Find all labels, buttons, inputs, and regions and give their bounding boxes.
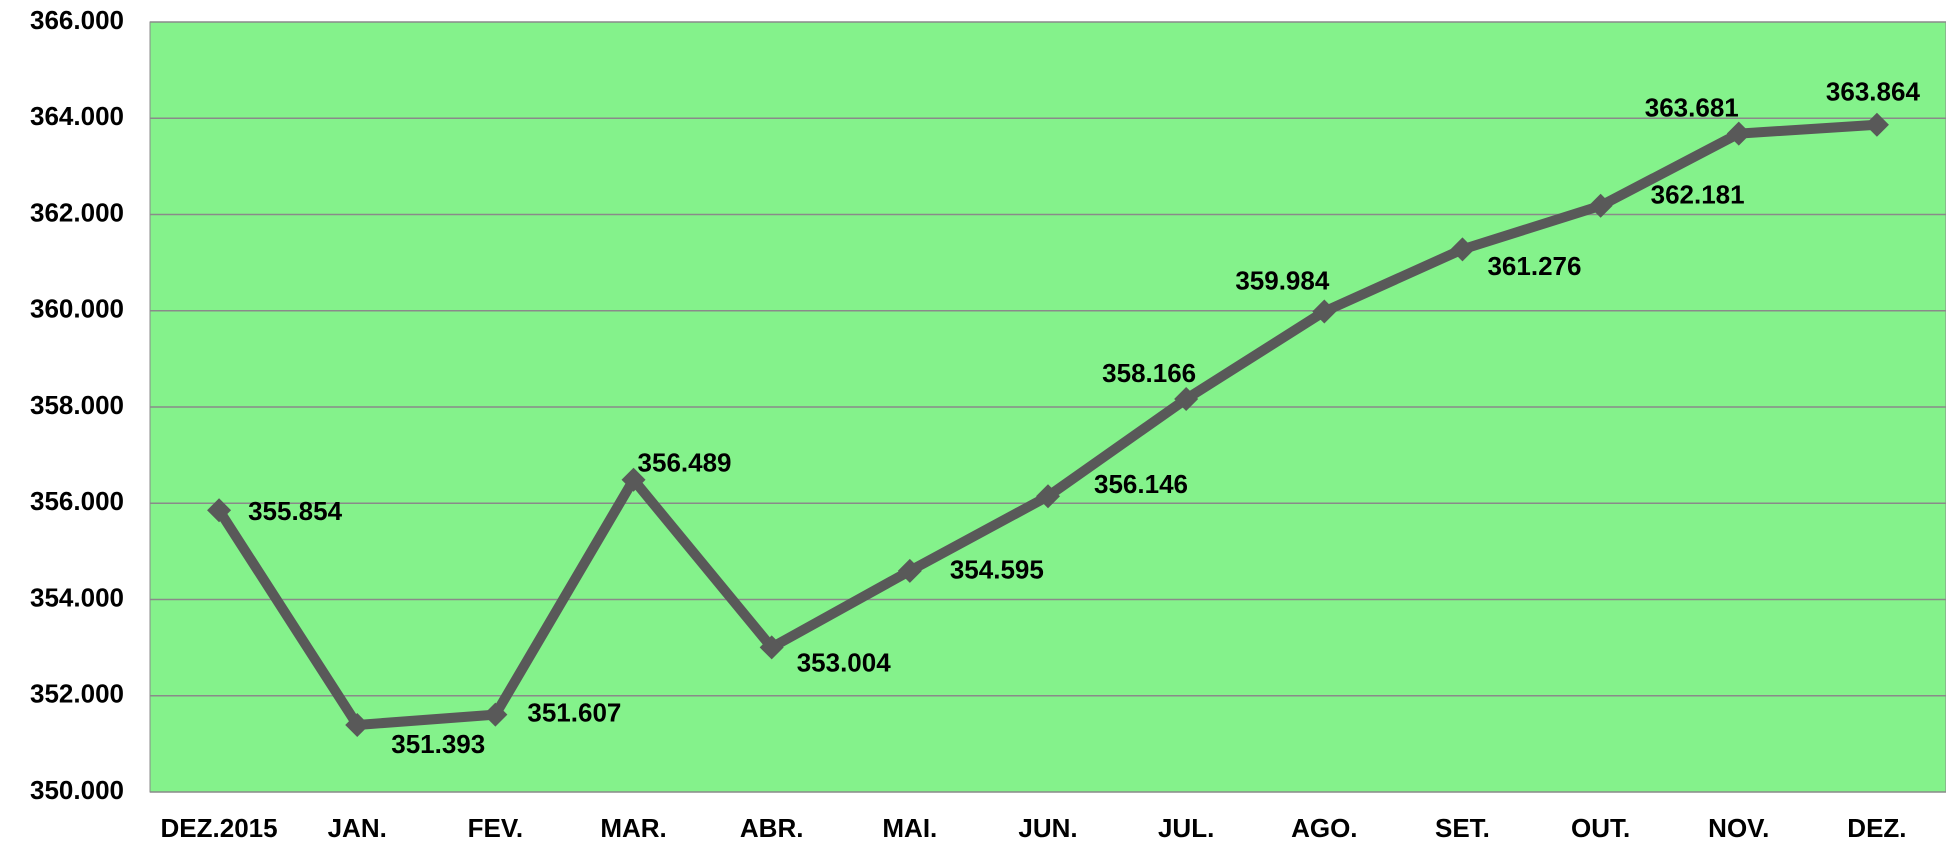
data-point: [1450, 237, 1475, 262]
x-tick-label: AGO.: [1291, 813, 1357, 843]
y-tick-label: 352.000: [30, 679, 124, 709]
data-label: 361.276: [1487, 251, 1581, 281]
x-tick-label: SET.: [1435, 813, 1490, 843]
data-label: 359.984: [1235, 265, 1330, 295]
data-point: [1588, 193, 1613, 218]
data-point: [759, 635, 784, 660]
data-point: [1312, 299, 1337, 324]
data-point: [483, 702, 508, 727]
x-tick-label: JAN.: [328, 813, 387, 843]
x-tick-label: DEZ.2015: [161, 813, 278, 843]
data-label: 363.681: [1645, 92, 1739, 122]
data-label: 363.864: [1826, 77, 1921, 107]
y-tick-label: 364.000: [30, 101, 124, 131]
x-tick-label: DEZ.: [1847, 813, 1906, 843]
y-tick-label: 360.000: [30, 294, 124, 324]
data-label: 362.181: [1651, 180, 1745, 210]
x-tick-label: MAR.: [600, 813, 666, 843]
data-point: [1726, 121, 1751, 146]
data-label: 351.393: [391, 729, 485, 759]
data-point: [1036, 484, 1060, 509]
data-point: [345, 712, 370, 737]
x-tick-label: JUN.: [1018, 813, 1077, 843]
data-point: [207, 498, 232, 523]
x-tick-label: ABR.: [740, 813, 804, 843]
y-tick-label: 350.000: [30, 775, 124, 805]
y-tick-label: 358.000: [30, 390, 124, 420]
y-tick-label: 362.000: [30, 197, 124, 227]
data-label: 356.146: [1094, 469, 1188, 499]
x-tick-label: FEV.: [468, 813, 523, 843]
data-point: [621, 467, 646, 492]
x-tick-label: JUL.: [1158, 813, 1214, 843]
data-label: 353.004: [797, 647, 892, 677]
data-label: 354.595: [950, 555, 1044, 585]
data-label: 351.607: [527, 698, 621, 728]
data-label: 358.166: [1102, 358, 1196, 388]
data-label: 356.489: [638, 448, 732, 478]
y-tick-label: 354.000: [30, 582, 124, 612]
x-tick-label: OUT.: [1571, 813, 1630, 843]
data-point: [1174, 387, 1199, 412]
x-tick-label: MAI.: [882, 813, 937, 843]
data-point: [1864, 112, 1889, 137]
data-label: 355.854: [248, 496, 343, 526]
y-tick-label: 356.000: [30, 486, 124, 516]
data-point: [897, 558, 922, 583]
x-tick-label: NOV.: [1708, 813, 1769, 843]
y-tick-label: 366.000: [30, 5, 124, 35]
